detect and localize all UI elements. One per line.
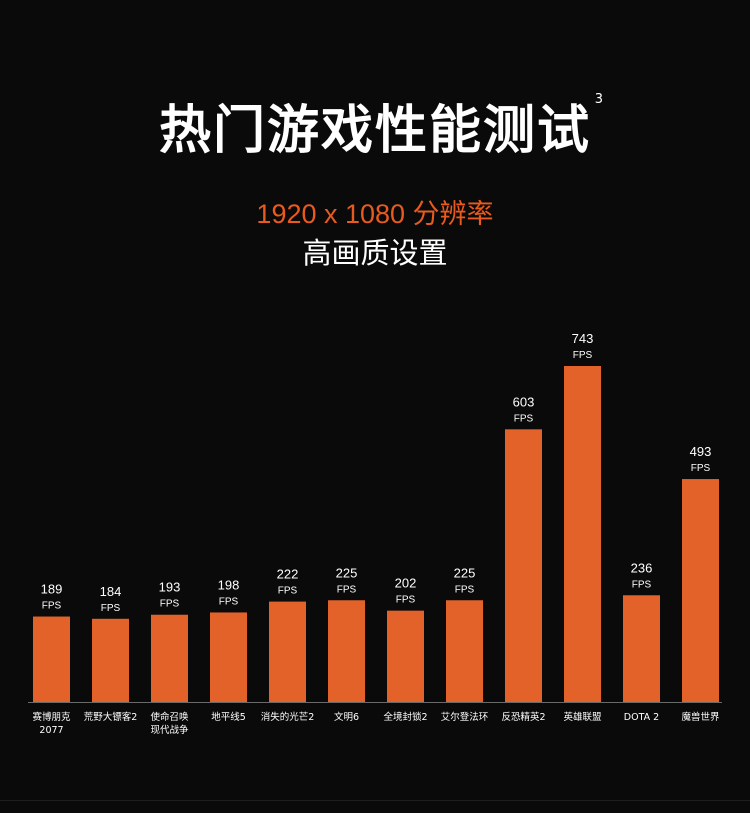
bar-unit-label: FPS [160, 599, 180, 610]
bar [564, 366, 601, 702]
category-label: 地平线5 [211, 711, 246, 723]
bar-value-label: 743 [572, 331, 594, 346]
bar-value-label: 189 [41, 582, 63, 597]
bar [623, 595, 660, 702]
bar-value-label: 225 [336, 565, 358, 580]
resolution-subtitle: 1920 x 1080 分辨率 [256, 199, 494, 229]
bar-value-label: 236 [631, 560, 653, 575]
category-label: 艾尔登法环 [441, 711, 489, 723]
category-label: 文明6 [334, 711, 359, 723]
chart-title-text: 热门游戏性能测试 [158, 101, 591, 161]
bar [682, 479, 719, 702]
bar-unit-label: FPS [573, 350, 593, 361]
bar [328, 600, 365, 702]
bar-value-label: 493 [690, 444, 712, 459]
bar [387, 610, 424, 702]
bar-value-label: 193 [159, 580, 181, 595]
bar-unit-label: FPS [632, 579, 652, 590]
bar [151, 614, 188, 702]
category-label: 现代战争 [150, 724, 189, 736]
category-label: 荒野大镖客2 [84, 711, 138, 723]
bar-unit-label: FPS [42, 601, 62, 612]
chart-title-wrap: 热门游戏性能测试 3 [0, 88, 750, 163]
bar-value-label: 222 [277, 567, 299, 582]
category-label: 赛博朋克 [32, 711, 71, 723]
bar [446, 600, 483, 702]
bottom-divider [0, 800, 750, 801]
bar-value-label: 202 [395, 576, 417, 591]
bar-value-label: 603 [513, 394, 535, 409]
bar-unit-label: FPS [219, 596, 239, 607]
category-label: 魔兽世界 [681, 711, 720, 723]
chart-title: 热门游戏性能测试 3 [158, 88, 603, 163]
bar [92, 618, 129, 702]
bar [505, 429, 542, 702]
quality-subtitle: 高画质设置 [302, 236, 448, 270]
bar-value-label: 184 [100, 584, 122, 599]
bar [33, 616, 70, 702]
bar-unit-label: FPS [691, 463, 711, 474]
bar-unit-label: FPS [514, 413, 534, 424]
bar [210, 612, 247, 702]
category-label: DOTA 2 [624, 712, 659, 723]
category-label: 使命召唤 [150, 711, 189, 723]
bar-unit-label: FPS [337, 584, 357, 595]
category-label: 英雄联盟 [563, 711, 602, 723]
bar-unit-label: FPS [396, 595, 416, 606]
bar-unit-label: FPS [455, 584, 475, 595]
bar-value-label: 225 [454, 565, 476, 580]
category-label: 2077 [39, 725, 63, 736]
category-label: 全境封锁2 [383, 711, 427, 723]
title-footnote: 3 [594, 92, 605, 107]
bar-value-label: 198 [218, 577, 240, 592]
bar-unit-label: FPS [101, 603, 121, 614]
category-label: 反恐精英2 [501, 711, 545, 723]
bar [269, 601, 306, 702]
category-label: 消失的光芒2 [261, 711, 315, 723]
bar-unit-label: FPS [278, 586, 298, 597]
